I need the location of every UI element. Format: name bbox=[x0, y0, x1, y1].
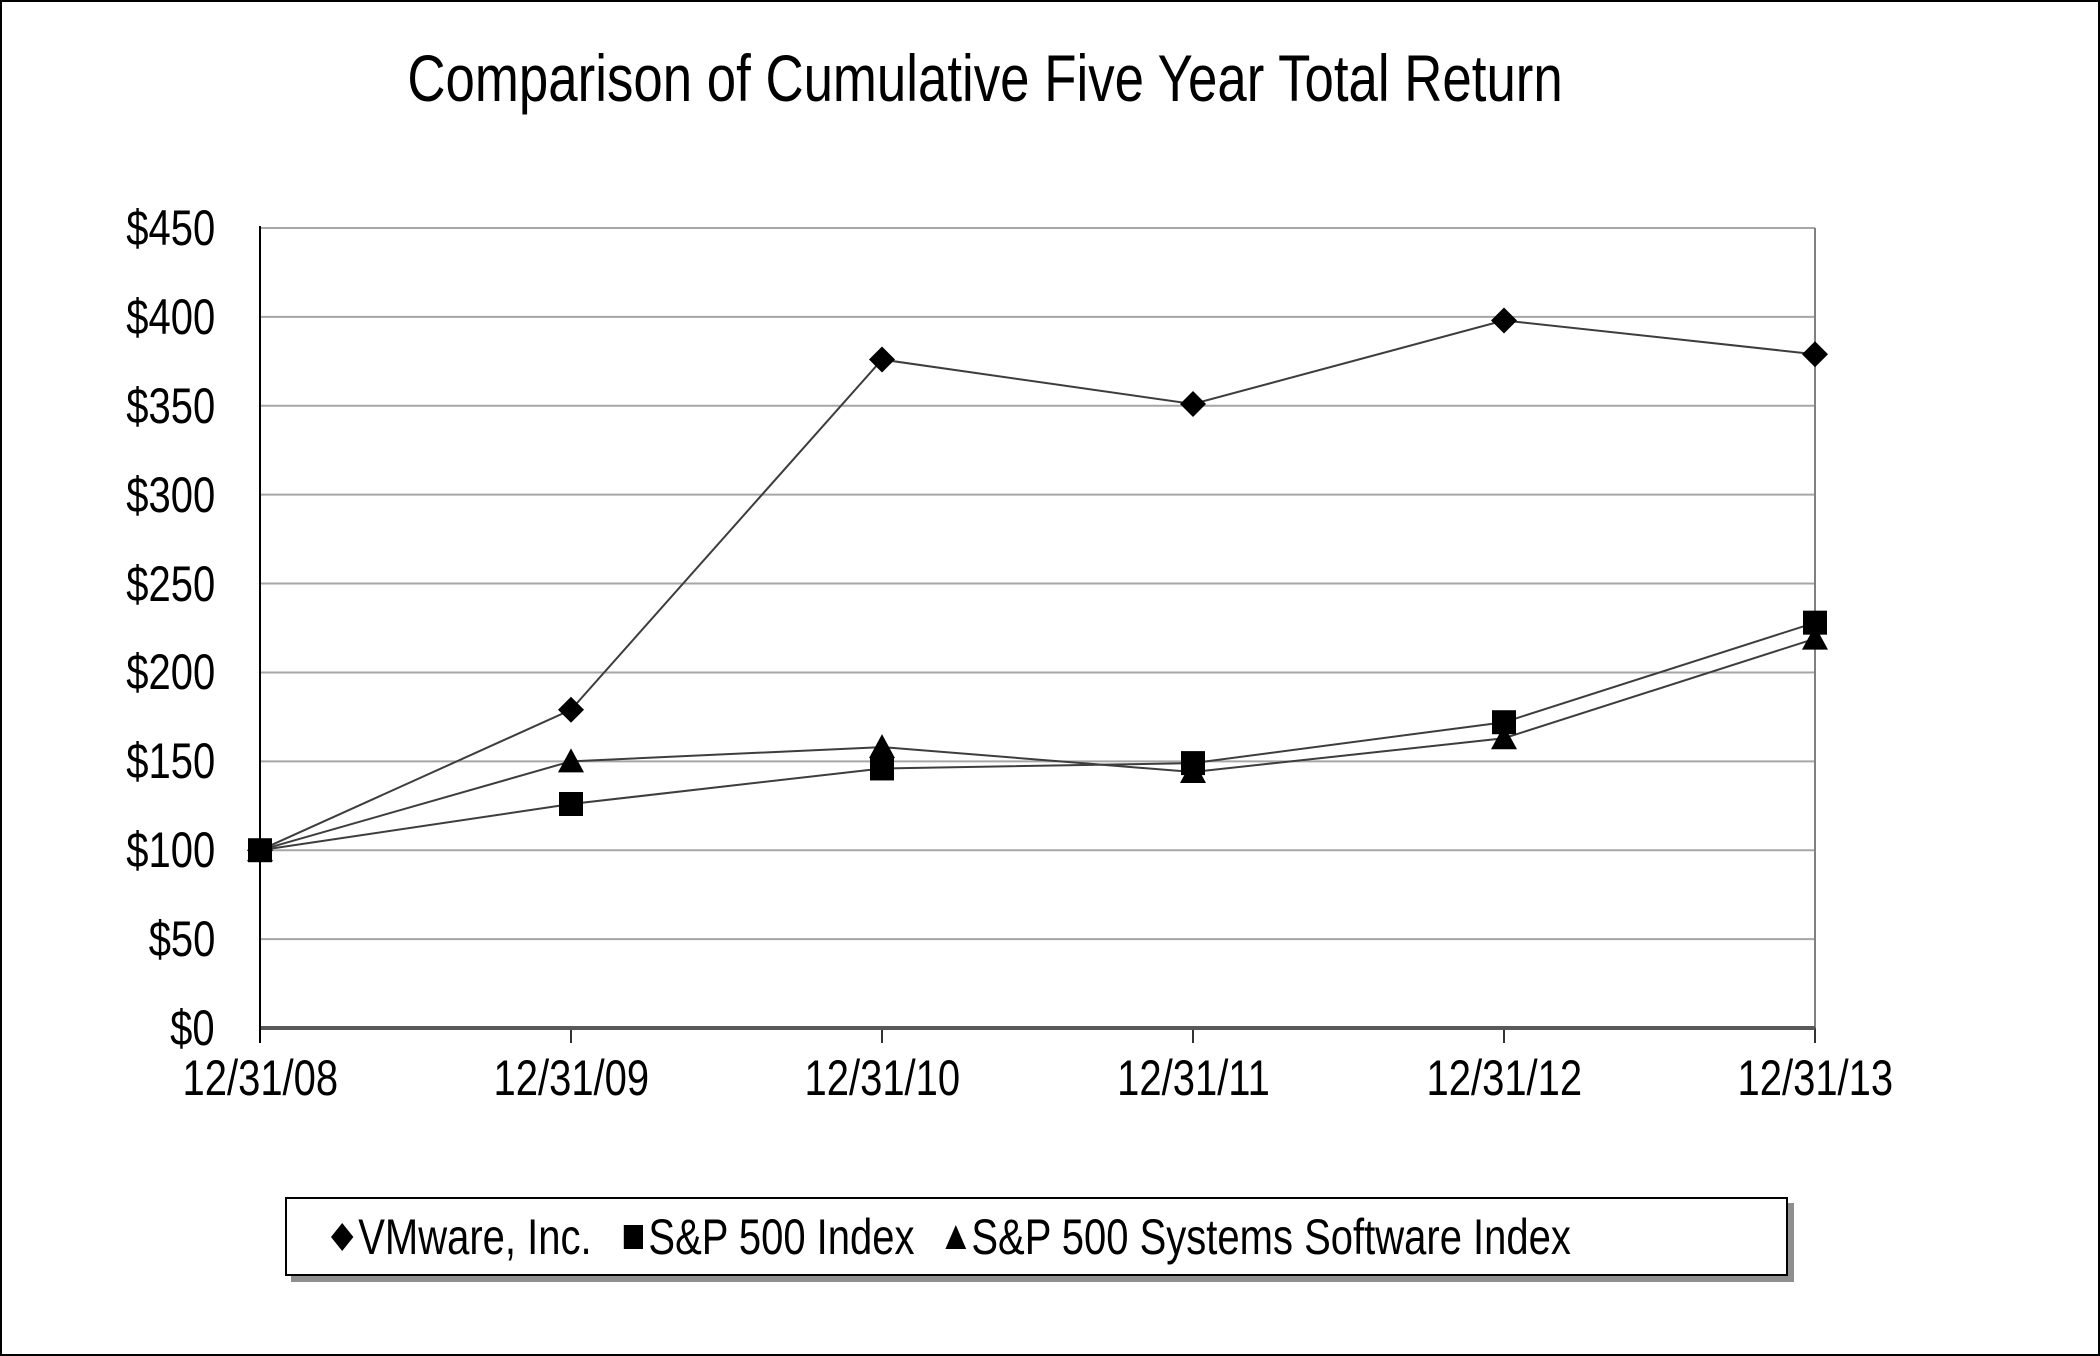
chart-title-text: Comparison of Cumulative Five Year Total… bbox=[407, 41, 1563, 115]
series-line-square bbox=[259, 621, 1816, 852]
legend-item-sp500-systems-software: S&P 500 Systems Software Index bbox=[945, 1208, 1571, 1266]
data-marker-square bbox=[1492, 710, 1516, 735]
series-line-triangle bbox=[259, 637, 1816, 852]
y-tick-label: $300 bbox=[0, 467, 215, 523]
x-tick-label: 12/31/11 bbox=[1033, 1050, 1353, 1106]
y-tick-label-text: $450 bbox=[126, 200, 215, 256]
y-tick-label-text: $200 bbox=[126, 644, 215, 701]
y-tick-label: $150 bbox=[0, 733, 215, 789]
data-marker-diamond bbox=[1491, 307, 1517, 334]
y-tick-label: $100 bbox=[0, 822, 215, 878]
y-tick-label-text: $400 bbox=[126, 288, 215, 345]
legend-label-sp500: S&P 500 Index bbox=[648, 1208, 915, 1265]
y-tick-label: $350 bbox=[0, 378, 215, 434]
x-tick-label-text: 12/31/09 bbox=[493, 1050, 649, 1106]
y-tick-label: $400 bbox=[0, 289, 215, 345]
data-marker-square bbox=[870, 756, 894, 781]
data-marker-triangle bbox=[1802, 625, 1828, 650]
y-tick-label-text: $50 bbox=[148, 911, 215, 968]
x-tick-label: 12/31/13 bbox=[1655, 1050, 1975, 1106]
x-tick-label-text: 12/31/12 bbox=[1426, 1050, 1582, 1106]
legend: VMware, Inc. S&P 500 Index S&P 500 Syste… bbox=[285, 1197, 1788, 1276]
legend-item-sp500: S&P 500 Index bbox=[622, 1208, 915, 1266]
x-tick-label-text: 12/31/13 bbox=[1737, 1050, 1893, 1106]
data-marker-diamond bbox=[1802, 341, 1828, 368]
legend-label-sp500-systems-software: S&P 500 Systems Software Index bbox=[971, 1208, 1571, 1265]
data-marker-square bbox=[1803, 610, 1827, 635]
y-tick-label-text: $300 bbox=[126, 466, 215, 523]
x-tick-label: 12/31/12 bbox=[1344, 1050, 1664, 1106]
x-tick-label: 12/31/08 bbox=[100, 1050, 420, 1106]
y-tick-label: $450 bbox=[0, 200, 215, 256]
square-marker-icon bbox=[623, 1224, 643, 1249]
x-tick-label: 12/31/09 bbox=[411, 1050, 731, 1106]
data-marker-triangle bbox=[869, 734, 895, 759]
x-tick-label-text: 12/31/08 bbox=[182, 1050, 338, 1106]
data-marker-triangle bbox=[558, 748, 584, 773]
data-marker-triangle bbox=[1491, 725, 1517, 750]
x-tick-label-text: 12/31/10 bbox=[804, 1050, 960, 1106]
y-tick-label-text: $0 bbox=[170, 1000, 216, 1056]
diamond-marker-icon bbox=[331, 1222, 354, 1251]
y-tick-label-text: $100 bbox=[126, 822, 215, 879]
chart-title: Comparison of Cumulative Five Year Total… bbox=[0, 40, 1970, 116]
data-marker-square bbox=[1181, 751, 1205, 776]
legend-label-vmware: VMware, Inc. bbox=[358, 1208, 592, 1265]
data-marker-diamond bbox=[1180, 391, 1206, 417]
legend-row: VMware, Inc. S&P 500 Index S&P 500 Syste… bbox=[287, 1208, 1571, 1266]
x-tick-label-text: 12/31/11 bbox=[1116, 1050, 1270, 1106]
triangle-marker-icon bbox=[945, 1224, 967, 1249]
data-marker-diamond bbox=[558, 696, 584, 723]
series-line-diamond bbox=[259, 319, 1816, 852]
data-marker-square bbox=[248, 838, 272, 863]
data-marker-square bbox=[559, 792, 583, 816]
x-tick-label: 12/31/10 bbox=[722, 1050, 1042, 1106]
y-tick-label: $50 bbox=[0, 911, 215, 967]
y-tick-label-text: $150 bbox=[126, 733, 215, 790]
y-tick-label: $200 bbox=[0, 644, 215, 700]
y-tick-label-text: $250 bbox=[126, 555, 215, 612]
legend-item-vmware: VMware, Inc. bbox=[330, 1208, 592, 1266]
y-tick-label: $0 bbox=[0, 1000, 216, 1056]
y-tick-label: $250 bbox=[0, 556, 215, 612]
data-marker-diamond bbox=[869, 346, 895, 373]
y-tick-label-text: $350 bbox=[126, 377, 215, 434]
